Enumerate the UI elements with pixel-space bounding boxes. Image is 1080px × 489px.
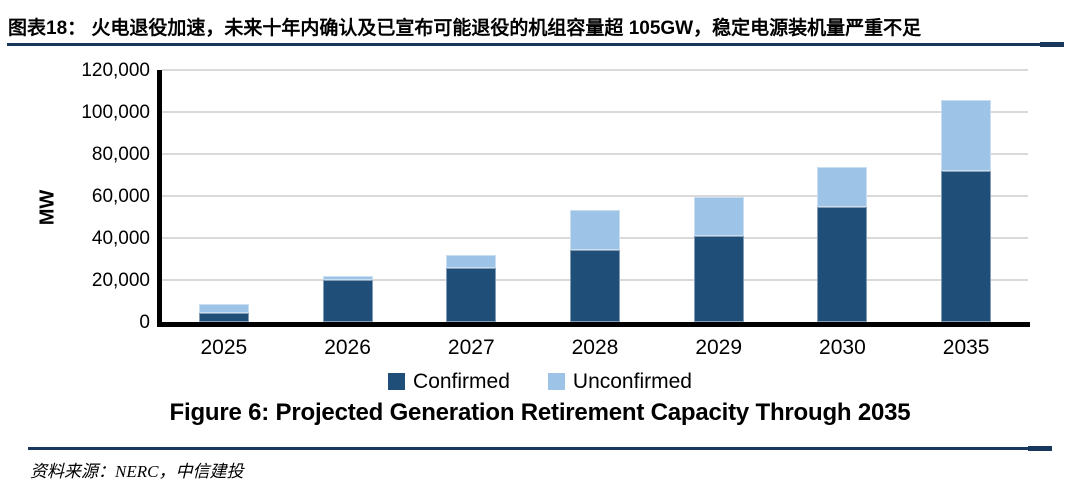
- gridline: [162, 153, 1028, 155]
- x-tick-label-2029: 2029: [695, 336, 743, 359]
- x-axis-line: [157, 322, 1030, 327]
- legend-swatch-confirmed: [388, 372, 406, 390]
- bar-segment-unconfirmed-2029: [693, 197, 744, 236]
- gridline: [162, 111, 1028, 113]
- y-tick-label: 0: [139, 312, 150, 333]
- y-tick-label: 100,000: [81, 102, 150, 123]
- x-tick-label-2028: 2028: [571, 336, 619, 359]
- bar-segment-unconfirmed-2035: [941, 100, 992, 171]
- gridline: [162, 69, 1028, 71]
- legend-item-unconfirmed: Unconfirmed: [547, 369, 692, 393]
- y-axis-line: [157, 70, 162, 327]
- y-axis-tick-labels: 0 20,000 40,000 60,000 80,000 100,000 120,000: [40, 61, 150, 332]
- bar-segment-unconfirmed-2030: [817, 166, 868, 207]
- bar-segment-confirmed-2029: [693, 235, 744, 322]
- figure-caption: Figure 6: Projected Generation Retiremen…: [169, 399, 911, 426]
- legend-label: Unconfirmed: [572, 369, 692, 393]
- gridline: [162, 195, 1028, 197]
- bar-segment-unconfirmed-2027: [446, 254, 497, 269]
- chart-legend: Confirmed Unconfirmed: [0, 368, 1080, 394]
- y-tick-label: 80,000: [91, 144, 150, 165]
- bar-segment-unconfirmed-2025: [198, 304, 249, 313]
- x-axis-tick-labels: 2025 2026 2027 2028 2029 2030 2035: [162, 336, 1028, 362]
- bar-segment-confirmed-2025: [198, 312, 249, 322]
- legend-label: Confirmed: [413, 369, 510, 393]
- legend-swatch-unconfirmed: [547, 372, 565, 390]
- y-tick-label: 20,000: [91, 270, 150, 291]
- x-tick-label-2030: 2030: [819, 336, 866, 359]
- bar-segment-confirmed-2030: [817, 206, 868, 322]
- y-tick-label: 120,000: [81, 60, 150, 81]
- y-tick-label: 40,000: [91, 228, 150, 249]
- bar-segment-confirmed-2028: [570, 249, 620, 322]
- bar-segment-unconfirmed-2028: [570, 209, 620, 250]
- bar-segment-confirmed-2027: [446, 268, 497, 322]
- bar-segment-unconfirmed-2026: [322, 275, 373, 280]
- footer-rule-cap: [1028, 446, 1052, 451]
- y-tick-label: 60,000: [91, 186, 150, 207]
- chart-header-title: 图表18： 火电退役加速，未来十年内确认及已宣布可能退役的机组容量超 105GW…: [8, 18, 922, 39]
- source-note: 资料来源：NERC，中信建投: [30, 462, 244, 481]
- x-tick-label-2025: 2025: [200, 336, 248, 359]
- footer-rule: [28, 447, 1052, 450]
- bar-segment-confirmed-2035: [941, 170, 992, 322]
- plot-area: [162, 69, 1028, 322]
- bar-segment-confirmed-2026: [322, 280, 373, 322]
- legend-item-confirmed: Confirmed: [388, 371, 510, 392]
- header-rule-cap: [1040, 42, 1064, 47]
- x-tick-label-2027: 2027: [447, 336, 495, 359]
- x-tick-label-2035: 2035: [942, 336, 990, 359]
- header-rule: [7, 43, 1064, 46]
- x-tick-label-2026: 2026: [324, 336, 371, 359]
